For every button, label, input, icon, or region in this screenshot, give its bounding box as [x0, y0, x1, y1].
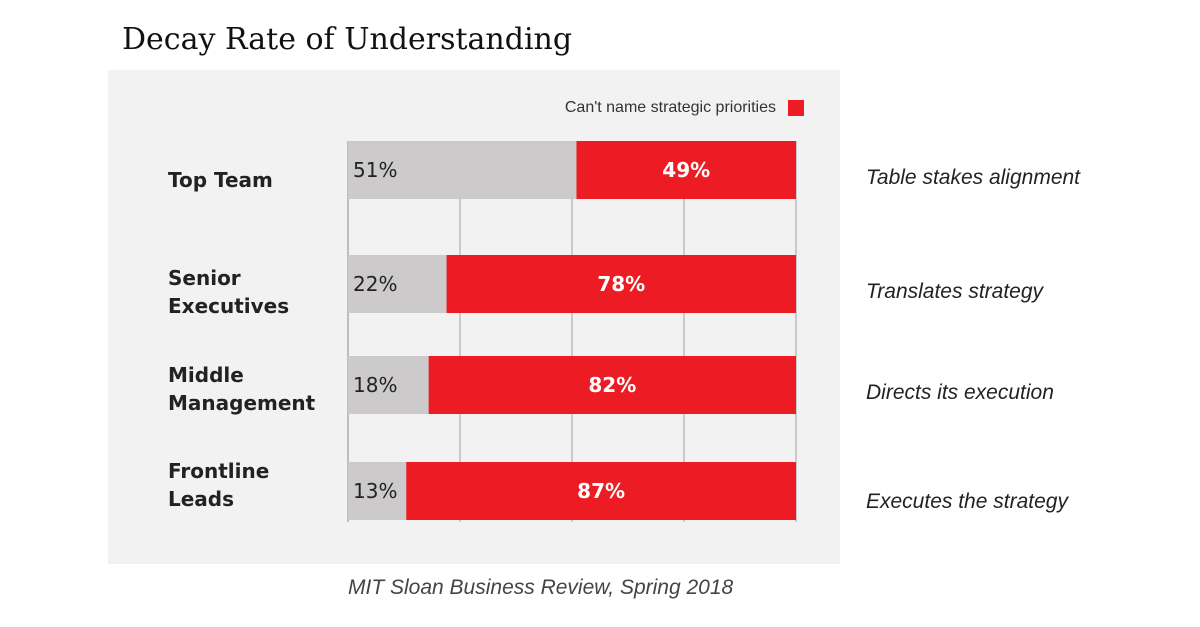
bar-segment-can-name — [348, 462, 407, 520]
annotation-top-team: Table stakes alignment — [866, 166, 1081, 189]
category-label-line: Senior — [168, 266, 241, 290]
bar-segment-cannot-name — [428, 356, 796, 414]
category-label-line: Middle — [168, 363, 244, 387]
legend-swatch-red — [788, 100, 804, 116]
bar-segment-can-name — [348, 255, 447, 313]
bar-segment-cannot-name — [446, 255, 796, 313]
category-label-line: Management — [168, 391, 316, 415]
bar-segment-cannot-name — [576, 141, 796, 199]
category-label-line: Executives — [168, 294, 290, 318]
data-label-can-name: 13% — [353, 479, 397, 503]
category-label-top-team: Top Team — [168, 166, 273, 194]
category-label-line: Top Team — [168, 168, 273, 192]
category-label-middle-management: Middle Management — [168, 361, 315, 417]
category-label-senior-executives: Senior Executives — [168, 264, 289, 320]
category-label-line: Leads — [168, 487, 235, 511]
legend-label: Can't name strategic priorities — [564, 99, 776, 116]
data-label-cannot-name: 87% — [577, 479, 625, 503]
legend: Can't name strategic priorities — [504, 96, 804, 120]
bar-segment-can-name — [348, 356, 429, 414]
source-citation: MIT Sloan Business Review, Spring 2018 — [348, 576, 734, 599]
category-label-line: Frontline — [168, 459, 270, 483]
annotation-senior-executives: Translates strategy — [866, 280, 1044, 303]
data-label-cannot-name: 82% — [588, 373, 636, 397]
bar-segment-can-name — [348, 141, 577, 199]
data-label-can-name: 18% — [353, 373, 397, 397]
data-label-cannot-name: 78% — [597, 272, 645, 296]
data-label-cannot-name: 49% — [662, 158, 710, 182]
data-label-can-name: 51% — [353, 158, 397, 182]
category-label-frontline-leads: Frontline Leads — [168, 457, 269, 513]
annotation-frontline-leads: Executes the strategy — [866, 490, 1068, 513]
data-label-can-name: 22% — [353, 272, 397, 296]
annotation-middle-management: Directs its execution — [866, 381, 1054, 404]
chart-title: Decay Rate of Understanding — [122, 22, 573, 57]
bar-segment-cannot-name — [406, 462, 796, 520]
